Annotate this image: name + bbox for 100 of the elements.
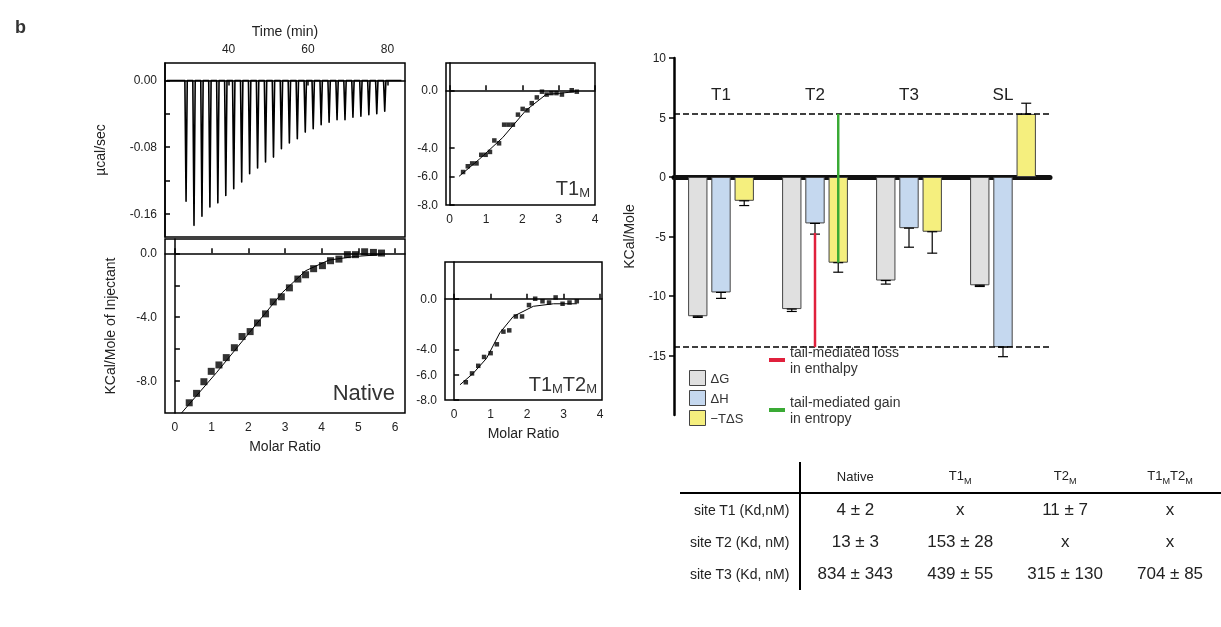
point bbox=[200, 378, 208, 386]
category-label: T1$_{M}$T2$_{M}$ bbox=[1119, 462, 1221, 493]
text: 439 ± 55 bbox=[927, 563, 994, 583]
text: 11 ± 7 bbox=[1042, 499, 1089, 519]
point bbox=[544, 92, 549, 97]
x-tick-label: 80 bbox=[380, 42, 395, 56]
x-tick-label: 1 bbox=[487, 407, 495, 421]
y-tick-label: -5 bbox=[655, 229, 667, 244]
x-axis-title: Time (min) bbox=[251, 23, 319, 40]
point bbox=[515, 112, 521, 117]
category-label: T2$_{M}$ bbox=[1011, 462, 1120, 493]
y-tick-label: -6.0 bbox=[416, 367, 438, 382]
point bbox=[574, 89, 580, 94]
x-tick-label: 4 bbox=[596, 407, 604, 421]
y-tick-label: -10 bbox=[648, 289, 667, 303]
x-axis-title: Molar Ratio bbox=[487, 425, 560, 441]
point bbox=[520, 106, 525, 112]
x-axis-title: Molar Ratio bbox=[249, 438, 321, 454]
annotation: Native bbox=[332, 379, 395, 405]
y-tick-label: 0.0 bbox=[420, 291, 438, 306]
point bbox=[539, 89, 545, 94]
y-axis-title: KCal/Mole bbox=[621, 204, 637, 269]
y-tick-label: 0.0 bbox=[421, 83, 439, 98]
text: b bbox=[15, 17, 26, 37]
x-tick-label: 0 bbox=[446, 212, 454, 226]
point bbox=[215, 361, 223, 369]
y-tick-label: -4.0 bbox=[416, 342, 438, 357]
category-label: site T1 (Kd,nM) bbox=[693, 501, 790, 518]
y-tick-label: -15 bbox=[648, 348, 667, 363]
y-tick-label: -6.0 bbox=[417, 169, 439, 184]
x-tick-label: SL bbox=[992, 85, 1014, 104]
point bbox=[501, 329, 506, 334]
x-tick-label: T2 bbox=[805, 85, 825, 104]
y-tick-label: 5 bbox=[659, 110, 667, 125]
legend-label: tail-mediated gain in entropy bbox=[790, 394, 905, 426]
x-tick-label: 1 bbox=[482, 212, 490, 226]
point bbox=[532, 296, 538, 301]
point bbox=[494, 342, 500, 347]
x-tick-label: 2 bbox=[244, 420, 252, 434]
x-tick-label: 60 bbox=[301, 42, 316, 56]
text: 704 ± 85 bbox=[1137, 563, 1204, 583]
x-tick-label: 2 bbox=[523, 407, 531, 421]
x-tick-label: T1 bbox=[711, 85, 731, 104]
point bbox=[567, 300, 572, 305]
x-tick-label: 1 bbox=[208, 420, 216, 434]
text: x bbox=[1165, 531, 1175, 551]
point bbox=[553, 295, 558, 300]
x-tick-label: T3 bbox=[899, 85, 919, 104]
point bbox=[492, 138, 497, 143]
x-tick-label: 3 bbox=[281, 420, 289, 434]
x-tick-label: 3 bbox=[560, 407, 568, 421]
text: x bbox=[1060, 531, 1070, 551]
category-label: site T3 (Kd, nM) bbox=[690, 565, 790, 582]
legend-label: ΔG bbox=[710, 370, 730, 386]
y-tick-label: 0.0 bbox=[140, 246, 158, 261]
legend-label: ΔH bbox=[710, 390, 729, 406]
text: x bbox=[1165, 499, 1175, 519]
x-tick-label: 3 bbox=[555, 212, 563, 226]
x-tick-label: 4 bbox=[591, 212, 599, 226]
category-label: site T2 (Kd, nM) bbox=[690, 533, 790, 550]
text: 4 ± 2 bbox=[836, 499, 875, 519]
point bbox=[540, 299, 545, 304]
point bbox=[525, 108, 530, 113]
text: 315 ± 130 bbox=[1027, 563, 1103, 583]
y-tick-label: 0 bbox=[659, 170, 667, 184]
point bbox=[534, 95, 540, 100]
point bbox=[361, 248, 369, 256]
category-label: Native bbox=[800, 462, 910, 493]
point bbox=[501, 122, 507, 127]
text: 153 ± 28 bbox=[927, 531, 994, 551]
x-tick-label: 2 bbox=[518, 212, 526, 226]
x-tick-label: 0 bbox=[171, 420, 179, 434]
point bbox=[474, 161, 479, 166]
y-tick-label: -4.0 bbox=[417, 140, 439, 155]
y-axis-title: KCal/Mole of Injectant bbox=[102, 257, 118, 395]
x-tick-label: 40 bbox=[221, 42, 236, 56]
y-tick-label: 0.00 bbox=[133, 73, 158, 88]
point bbox=[207, 367, 215, 375]
point bbox=[506, 122, 511, 127]
x-tick-label: 5 bbox=[355, 420, 363, 434]
point bbox=[378, 249, 386, 257]
point bbox=[507, 328, 512, 333]
text: 13 ± 3 bbox=[831, 531, 879, 551]
y-tick-label: 10 bbox=[652, 51, 667, 65]
text: x bbox=[955, 499, 965, 519]
y-tick-label: -8.0 bbox=[417, 198, 439, 212]
y-tick-label: -0.08 bbox=[129, 140, 158, 155]
x-tick-label: 6 bbox=[391, 420, 399, 434]
point bbox=[519, 314, 525, 319]
y-tick-label: -0.16 bbox=[129, 206, 158, 221]
y-tick-label: -8.0 bbox=[416, 393, 438, 407]
text: 834 ± 343 bbox=[817, 563, 894, 583]
legend-label: −TΔS bbox=[710, 410, 744, 426]
y-tick-label: -8.0 bbox=[136, 374, 158, 389]
category-label: T1$_{M}$ bbox=[909, 462, 1012, 493]
y-axis-title: µcal/sec bbox=[92, 124, 108, 176]
x-tick-label: 0 bbox=[450, 407, 458, 421]
legend-label: tail-mediated loss in enthalpy bbox=[790, 344, 903, 376]
x-tick-label: 4 bbox=[318, 420, 326, 434]
y-tick-label: -4.0 bbox=[136, 310, 158, 325]
